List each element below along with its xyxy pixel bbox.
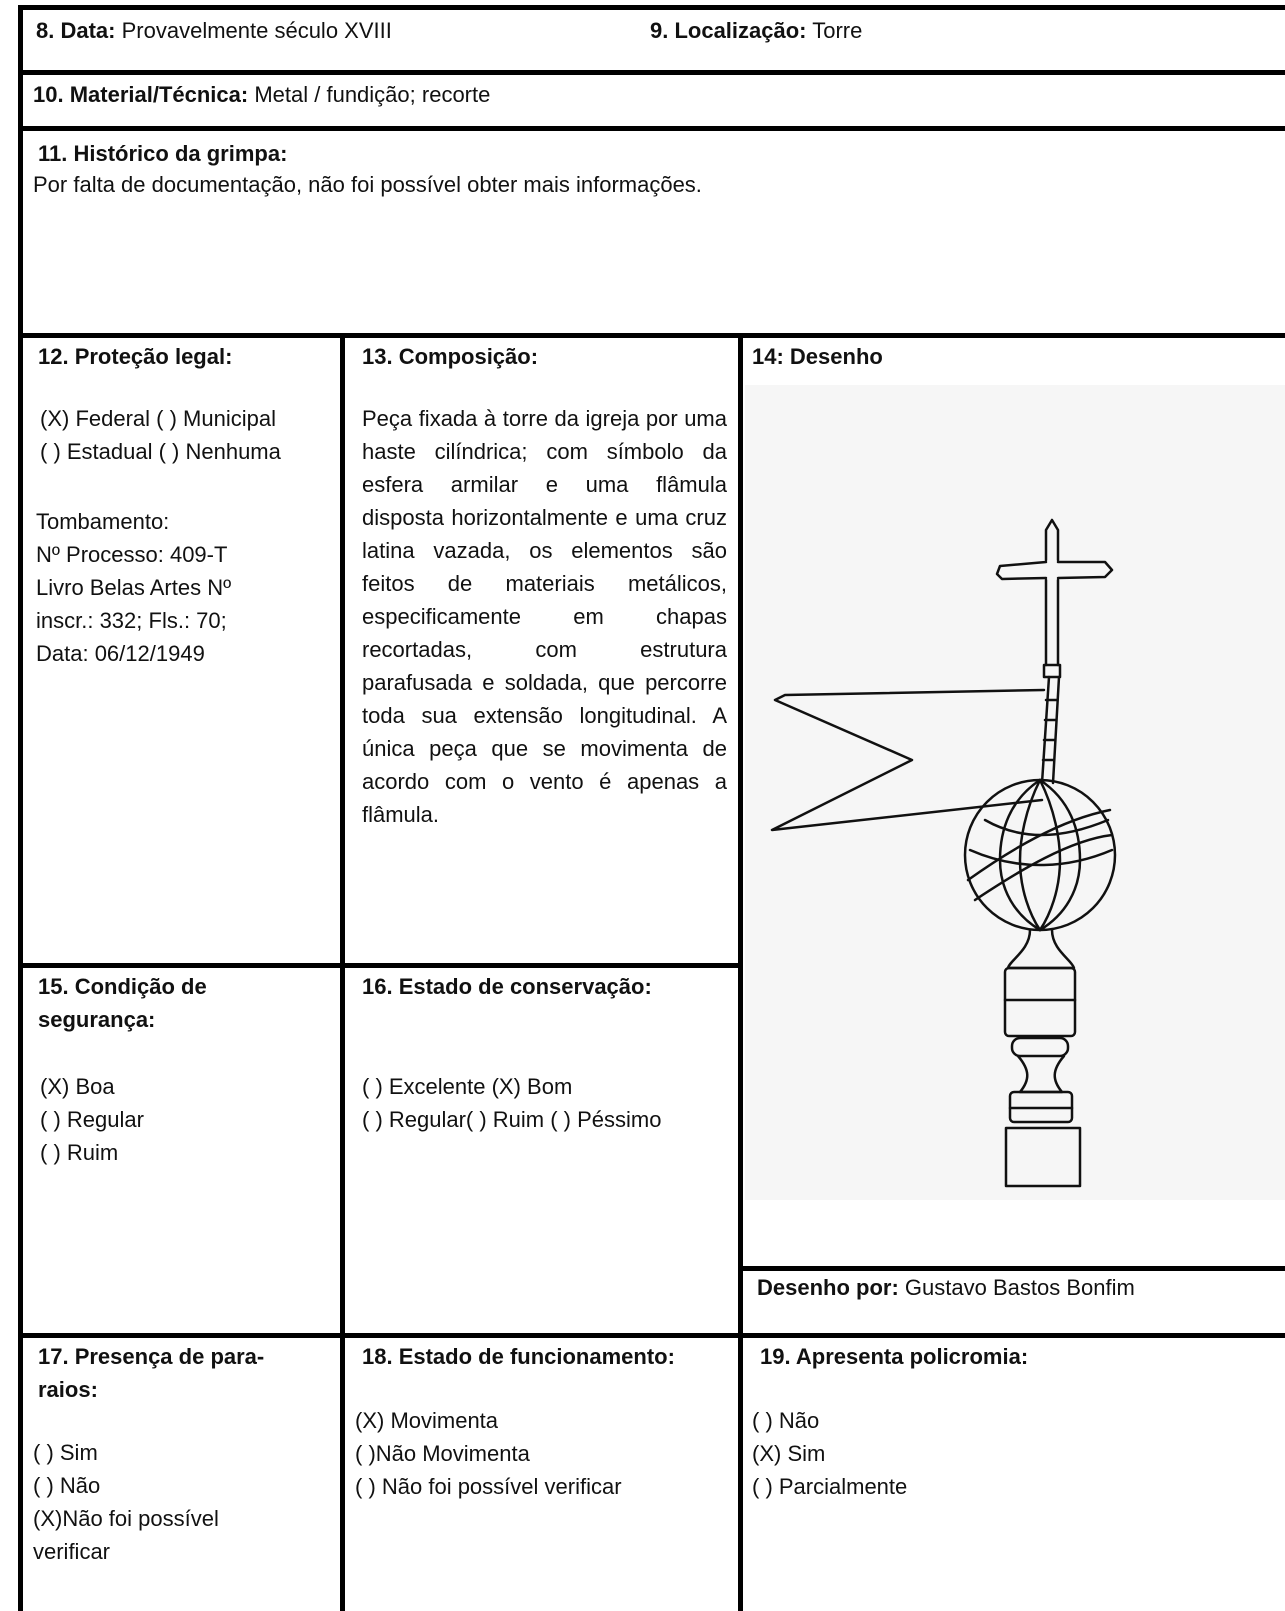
border [340, 333, 345, 1611]
label: Desenho por: [757, 1275, 899, 1300]
border [18, 333, 1285, 338]
label: 19. Apresenta policromia: [760, 1340, 1028, 1373]
border [18, 5, 1285, 10]
line: ( ) Regular( ) Ruim ( ) Péssimo [362, 1107, 662, 1132]
line: Nº Processo: 409-T [36, 542, 228, 567]
details: Tombamento: Nº Processo: 409-T Livro Belas… [36, 505, 231, 670]
label: 10. Material/Técnica: [33, 82, 249, 107]
label: 16. Estado de conservação: [362, 970, 652, 1003]
value: Gustavo Bastos Bonfim [904, 1275, 1135, 1300]
field: 10. Material/Técnica: Metal / fundição; … [33, 78, 490, 111]
label: 15. Condição de segurança: [38, 970, 278, 1036]
value: Torre [812, 18, 863, 43]
options: ( ) Sim ( ) Não (X)Não foi possível verifi… [33, 1436, 283, 1568]
border [741, 1266, 1285, 1271]
options: (X) Federal ( ) Municipal ( ) Estadual ( … [40, 402, 281, 468]
drawing [745, 385, 1285, 1200]
value: Provavelmente século XVIII [121, 18, 392, 43]
border [18, 963, 741, 968]
line: (X) Federal ( ) Municipal [40, 406, 276, 431]
line: ( ) Não foi possível verificar [355, 1474, 622, 1499]
label-text: 14: Desenho [752, 344, 883, 369]
line: Tombamento: [36, 509, 170, 534]
options: ( ) Não (X) Sim ( ) Parcialmente [752, 1404, 907, 1503]
line: inscr.: 332; Fls.: 70; [36, 608, 227, 633]
label: 18. Estado de funcionamento: [362, 1340, 675, 1373]
options: (X) Movimenta ( )Não Movimenta ( ) Não foi… [355, 1404, 622, 1503]
credit: Desenho por: Gustavo Bastos Bonfim [757, 1271, 1135, 1304]
line: ( ) Excelente (X) Bom [362, 1074, 573, 1099]
label-text: 13. Composição: [362, 344, 539, 369]
line: Livro Belas Artes Nº [36, 575, 232, 600]
line: ( ) Parcialmente [752, 1474, 908, 1499]
line: ( ) Regular [40, 1107, 144, 1132]
line: (X) Boa [40, 1074, 115, 1099]
border [18, 126, 1285, 131]
line: (X) Sim [752, 1441, 826, 1466]
label-text: 11. Histórico da grimpa: [38, 141, 288, 166]
line: ( ) Ruim [40, 1140, 119, 1165]
value: Metal / fundição; recorte [254, 82, 491, 107]
label-text: 16. Estado de conservação: [362, 974, 652, 999]
border [18, 70, 1285, 75]
label: 14: Desenho [752, 340, 883, 373]
line: ( ) Não [752, 1408, 820, 1433]
line: ( )Não Movimenta [355, 1441, 530, 1466]
label: 11. Histórico da grimpa: [38, 137, 287, 170]
label: 17. Presença de para-raios: [38, 1340, 278, 1406]
value: Por falta de documentação, não foi possí… [33, 172, 702, 197]
label: 8. Data: [36, 18, 116, 43]
label-text: 18. Estado de funcionamento: [362, 1344, 675, 1369]
border [18, 5, 23, 1611]
line: ( ) Estadual ( ) Nenhuma [40, 439, 281, 464]
label: 9. Localização: [650, 18, 807, 43]
line: ( ) Sim [33, 1440, 98, 1465]
border [738, 333, 743, 1611]
line: (X) Movimenta [355, 1408, 499, 1433]
label-text: 19. Apresenta policromia: [760, 1344, 1029, 1369]
line: ( ) Não [33, 1473, 101, 1498]
border [18, 1333, 1285, 1338]
line: (X)Não foi possível verificar [33, 1506, 219, 1564]
line: Data: 06/12/1949 [36, 641, 205, 666]
field: 9. Localização: Torre [650, 14, 862, 47]
label: 12. Proteção legal: [38, 340, 232, 373]
label-text: 12. Proteção legal: [38, 344, 233, 369]
value: Peça fixada à torre da igreja por uma ha… [362, 406, 727, 827]
label-text: 17. Presença de para-raios: [38, 1344, 265, 1402]
field: 8. Data: Provavelmente século XVIII [36, 14, 392, 47]
label: 13. Composição: [362, 340, 538, 373]
options: ( ) Excelente (X) Bom ( ) Regular( ) Ruim… [362, 1070, 661, 1136]
label-text: 15. Condição de segurança: [38, 974, 207, 1032]
options: (X) Boa ( ) Regular ( ) Ruim [40, 1070, 144, 1169]
